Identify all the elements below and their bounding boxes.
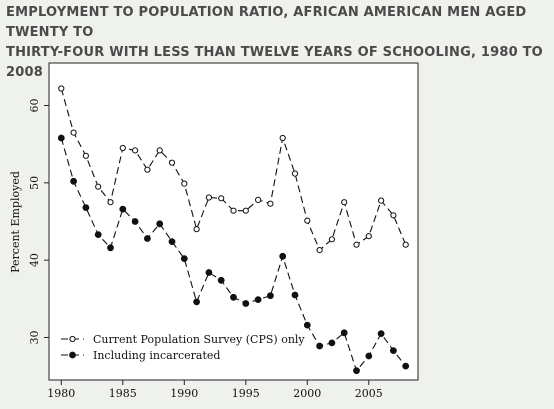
series-2-point-1985 — [119, 205, 127, 213]
series-2-point-1990 — [180, 255, 188, 263]
series-2-point-2002 — [328, 339, 336, 347]
series-1-point-1980 — [58, 85, 65, 92]
series-2-point-2006 — [377, 330, 385, 338]
x-tick-label-1990: 1990 — [170, 387, 198, 400]
series-2-point-1982 — [82, 204, 90, 212]
series-2 — [57, 134, 410, 375]
series-2-point-2001 — [316, 342, 324, 350]
series-2-point-1987 — [144, 235, 151, 242]
series-1-point-2000 — [304, 217, 311, 224]
series-2-point-2008 — [402, 362, 410, 370]
series-2-point-2005 — [365, 352, 373, 360]
series-1-point-1989 — [168, 159, 176, 166]
y-tick-label-60: 60 — [28, 99, 41, 113]
series-1-point-1983 — [95, 183, 102, 190]
legend-label-2: Including incarcerated — [93, 349, 220, 362]
series-1-point-1985 — [119, 144, 126, 152]
series-1 — [58, 85, 409, 254]
series-1-point-1988 — [156, 147, 163, 154]
x-tick-label-1980: 1980 — [47, 387, 75, 400]
series-2-point-1994 — [230, 293, 237, 301]
series-1-point-1990 — [181, 180, 188, 187]
series-2-point-1984 — [107, 244, 114, 252]
series-1-point-2004 — [353, 241, 360, 248]
series-1-point-2006 — [378, 197, 385, 204]
series-2-point-1993 — [217, 276, 225, 284]
series-2-point-1989 — [168, 238, 176, 246]
legend-marker-2 — [69, 351, 76, 359]
series-1-point-1984 — [107, 199, 114, 206]
y-tick-label-40: 40 — [28, 253, 41, 267]
series-2-point-1997 — [267, 292, 274, 300]
series-2-point-1991 — [193, 298, 201, 306]
series-1-point-1994 — [230, 207, 237, 214]
axes: 1980 1985 1990 1995 2000 2005 30 40 50 60 — [28, 99, 383, 400]
series-1-point-1995 — [242, 207, 249, 214]
series-2-point-1981 — [70, 177, 77, 185]
series-1-point-1982 — [82, 152, 90, 159]
series-1-point-2002 — [328, 236, 335, 243]
series-2-point-1980 — [57, 134, 65, 142]
x-tick-label-1995: 1995 — [232, 387, 260, 400]
series-1-point-1993 — [218, 195, 225, 202]
chart-title: EMPLOYMENT TO POPULATION RATIO, AFRICAN … — [6, 3, 551, 83]
series-2-point-1998 — [279, 252, 287, 260]
series-1-point-2007 — [390, 212, 397, 219]
series-1-point-1997 — [267, 200, 274, 207]
chart-title-line-1: EMPLOYMENT TO POPULATION RATIO, AFRICAN … — [6, 5, 527, 40]
series-2-point-2003 — [340, 329, 348, 337]
series-2-point-1986 — [131, 218, 139, 225]
series-1-point-1996 — [255, 196, 262, 203]
chart-title-line-2: THIRTY-FOUR WITH LESS THAN TWELVE YEARS … — [6, 45, 543, 80]
series-2-point-2007 — [390, 347, 397, 355]
y-tick-label-30: 30 — [28, 330, 41, 344]
series-2-point-1992 — [205, 269, 213, 276]
y-axis-label: Percent Employed — [9, 171, 22, 273]
series-1-point-1998 — [279, 134, 286, 142]
legend-label-1: Current Population Survey (CPS) only — [93, 333, 305, 346]
x-tick-label-2000: 2000 — [293, 387, 321, 400]
series-1-point-1981 — [70, 129, 77, 136]
series-2-point-1983 — [94, 231, 102, 239]
series-1-point-2001 — [316, 247, 323, 254]
legend-marker-1 — [69, 335, 76, 343]
series-1-point-2003 — [341, 199, 348, 206]
series-1-point-1987 — [144, 166, 151, 173]
series-2-point-1988 — [156, 220, 164, 228]
plot-area — [48, 62, 419, 381]
x-tick-label-1985: 1985 — [109, 387, 137, 400]
series-layer — [57, 85, 410, 375]
series-2-point-1995 — [242, 300, 250, 307]
series-1-point-2005 — [365, 233, 372, 240]
y-tick-label-50: 50 — [28, 176, 41, 190]
legend: Current Population Survey (CPS) only Incl… — [61, 333, 305, 362]
series-1-point-1992 — [205, 194, 212, 201]
series-2-point-2000 — [303, 321, 311, 329]
series-1-point-1986 — [132, 147, 139, 154]
x-tick-label-2005: 2005 — [355, 387, 383, 400]
series-2-point-1996 — [254, 296, 262, 304]
series-2-point-2004 — [353, 367, 360, 375]
series-1-point-1991 — [193, 226, 200, 233]
series-1-point-1999 — [291, 170, 299, 177]
series-2-point-1999 — [291, 291, 299, 299]
series-1-point-2008 — [402, 241, 409, 248]
